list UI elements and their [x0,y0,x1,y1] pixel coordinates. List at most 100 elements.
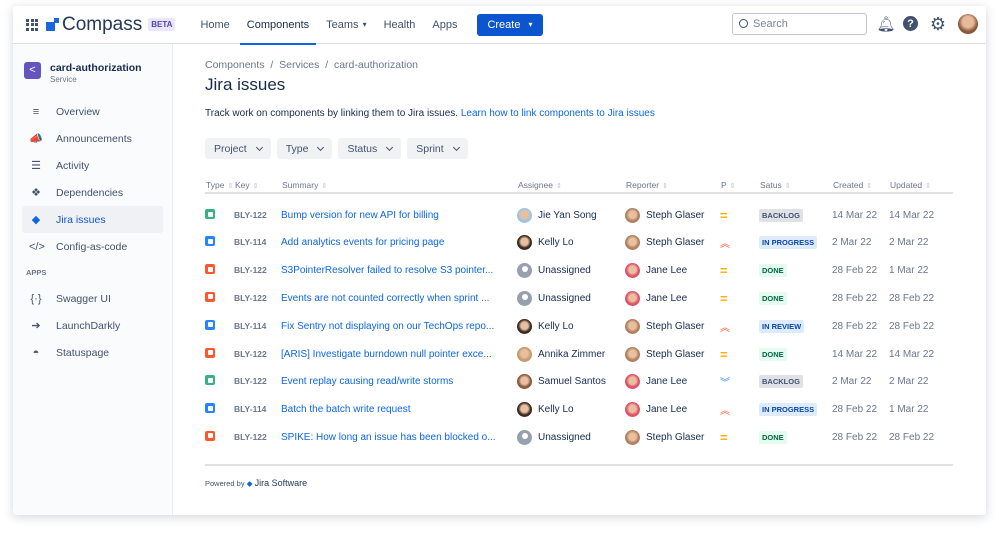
sidebar-item-announcements[interactable]: 📣 Announcements [22,125,163,152]
status-badge: IN PROGRESS [759,236,818,250]
column-header-satus[interactable]: Satus ⇕ [759,177,832,194]
issue-key[interactable]: BLY-122 [234,210,267,220]
issue-summary-link[interactable]: Event replay causing read/write storms [281,376,454,388]
person: Unassigned [517,290,625,306]
column-header-created[interactable]: Created ⇕ [832,177,889,194]
issue-summary-link[interactable]: S3PointerResolver failed to resolve S3 p… [281,265,494,277]
issue-key[interactable]: BLY-122 [234,348,267,359]
issue-key[interactable]: BLY-114 [234,320,267,331]
column-header-reporter[interactable]: Reporter ⇕ [625,177,720,194]
column-label: Key [235,179,250,190]
person-name: Annika Zimmer [538,348,606,360]
issue-summary-link[interactable]: Events are not counted correctly when sp… [281,292,490,304]
column-header-updated[interactable]: Updated ⇕ [889,177,953,194]
column-header-type[interactable]: Type ⇕ [205,177,234,194]
issue-key[interactable]: BLY-122 [234,265,267,276]
table-row[interactable]: BLY-122 SPIKE: How long an issue has been… [205,424,953,452]
issue-summary-link[interactable]: SPIKE: How long an issue has been blocke… [281,431,496,443]
sidebar-item-launchdarkly[interactable]: ➔ LaunchDarkly [22,312,163,339]
priority-high-icon: ︽ [720,322,730,334]
filter-status[interactable]: Status [338,138,402,159]
issue-key[interactable]: BLY-122 [234,431,267,442]
updated-date: 28 Feb 22 [889,431,935,443]
component-name: card-authorization [50,62,142,74]
sidebar-item-dependencies[interactable]: ❖ Dependencies [22,179,163,206]
nav-teams[interactable]: Teams ▾ [319,6,373,44]
sidebar-item-statuspage[interactable]: ◓ Statuspage [22,339,163,366]
column-header-assignee[interactable]: Assignee ⇕ [517,177,625,194]
column-label: Type [206,179,225,190]
status-badge: BACKLOG [759,375,803,389]
table-row[interactable]: BLY-122 S3PointerResolver failed to resol… [205,257,953,285]
page-description: Track work on components by linking them… [205,108,986,119]
updated-date: 14 Mar 22 [889,348,935,360]
sidebar-item-overview[interactable]: ≡ Overview [22,98,163,125]
issue-key[interactable]: BLY-122 [234,376,267,387]
column-header-p[interactable]: P ⇕ [720,177,759,194]
sort-icon: ⇕ [662,182,668,190]
table-row[interactable]: BLY-114 Add analytics events for pricing … [205,229,953,257]
table-row[interactable]: BLY-122 [ARIS] Investigate burndown null … [205,340,953,368]
app-window: Compass BETA Home Components Teams ▾ Health A… [13,6,986,515]
issue-key[interactable]: BLY-114 [234,237,267,248]
filter-bar: Project Type Status Sprint [205,138,986,159]
swagger-ui-icon: {·} [30,292,42,305]
compass-logo-icon [46,18,59,31]
issue-summary-link[interactable]: Batch the batch write request [281,404,411,416]
avatar [517,318,532,334]
filter-project[interactable]: Project [205,138,271,159]
nav-apps[interactable]: Apps [432,18,458,31]
sidebar-item-label: Announcements [56,132,132,145]
help-icon[interactable]: ? [903,16,918,31]
avatar [625,402,640,418]
updated-date: 2 Mar 22 [889,376,929,388]
notifications-icon[interactable]: 🔔︎ [876,16,896,33]
bug-icon [205,347,215,358]
sidebar-item-jira-issues[interactable]: ◆ Jira issues [22,206,163,233]
person: Steph Glaser [625,235,720,251]
table-row[interactable]: BLY-114 Batch the batch write request Kell… [205,396,953,424]
breadcrumb[interactable]: Components / Services / card-authorizati… [205,59,419,71]
person-name: Kelly Lo [538,404,574,416]
table-row[interactable]: BLY-122 Events are not counted correctly … [205,285,953,313]
person-name: Jane Lee [646,376,688,388]
chevron-down-icon: ▾ [362,20,367,29]
sidebar-item-config-as-code[interactable]: </> Config-as-code [22,233,163,260]
issue-summary-link[interactable]: Add analytics events for pricing page [281,237,445,249]
issue-summary-link[interactable]: Fix Sentry not displaying on our TechOps… [281,320,495,332]
filter-sprint[interactable]: Sprint [407,138,468,159]
avatar [625,235,640,251]
column-header-key[interactable]: Key ⇕ [234,177,281,194]
status-badge: IN REVIEW [759,319,805,333]
created-date: 28 Feb 22 [832,320,878,332]
person-name: Jane Lee [646,265,688,277]
bug-icon [205,430,215,441]
sidebar-item-swagger-ui[interactable]: {·} Swagger UI [22,285,163,312]
sidebar-item-activity[interactable]: ☰ Activity [22,152,163,179]
nav-home[interactable]: Home [200,18,230,31]
issue-key[interactable]: BLY-114 [234,404,267,415]
person: Steph Glaser [625,318,720,334]
table-row[interactable]: BLY-122 Bump version for new API for bill… [205,193,953,229]
column-header-summary[interactable]: Summary ⇕ [281,177,517,194]
app-switcher-icon[interactable] [26,18,38,31]
issue-key[interactable]: BLY-122 [234,292,267,303]
create-button[interactable]: Create ▾ [477,13,543,36]
user-avatar[interactable] [958,14,978,34]
sort-icon: ⇕ [729,182,736,190]
table-row[interactable]: BLY-114 Fix Sentry not displaying on our … [205,312,953,340]
issue-summary-link[interactable]: [ARIS] Investigate burndown null pointer… [281,348,492,360]
nav-health[interactable]: Health [383,18,416,31]
priority-medium-icon: = [720,290,728,306]
issue-summary-link[interactable]: Bump version for new API for billing [281,210,439,221]
issues-table: Type ⇕ Key ⇕ Summary ⇕ Assignee ⇕ Reporter ⇕ P ⇕ Sat… [205,177,953,451]
table-row[interactable]: BLY-122 Event replay causing read/write s… [205,368,953,396]
created-date: 2 Mar 22 [832,237,872,249]
filter-type[interactable]: Type [276,138,333,159]
nav-components[interactable]: Components [239,6,317,45]
learn-more-link[interactable]: Learn how to link components to Jira iss… [460,108,655,119]
person: Steph Glaser [625,208,720,223]
brand-name[interactable]: Compass [62,13,143,35]
search-input[interactable]: Search [732,13,867,35]
settings-icon[interactable]: ⚙ [929,13,947,34]
